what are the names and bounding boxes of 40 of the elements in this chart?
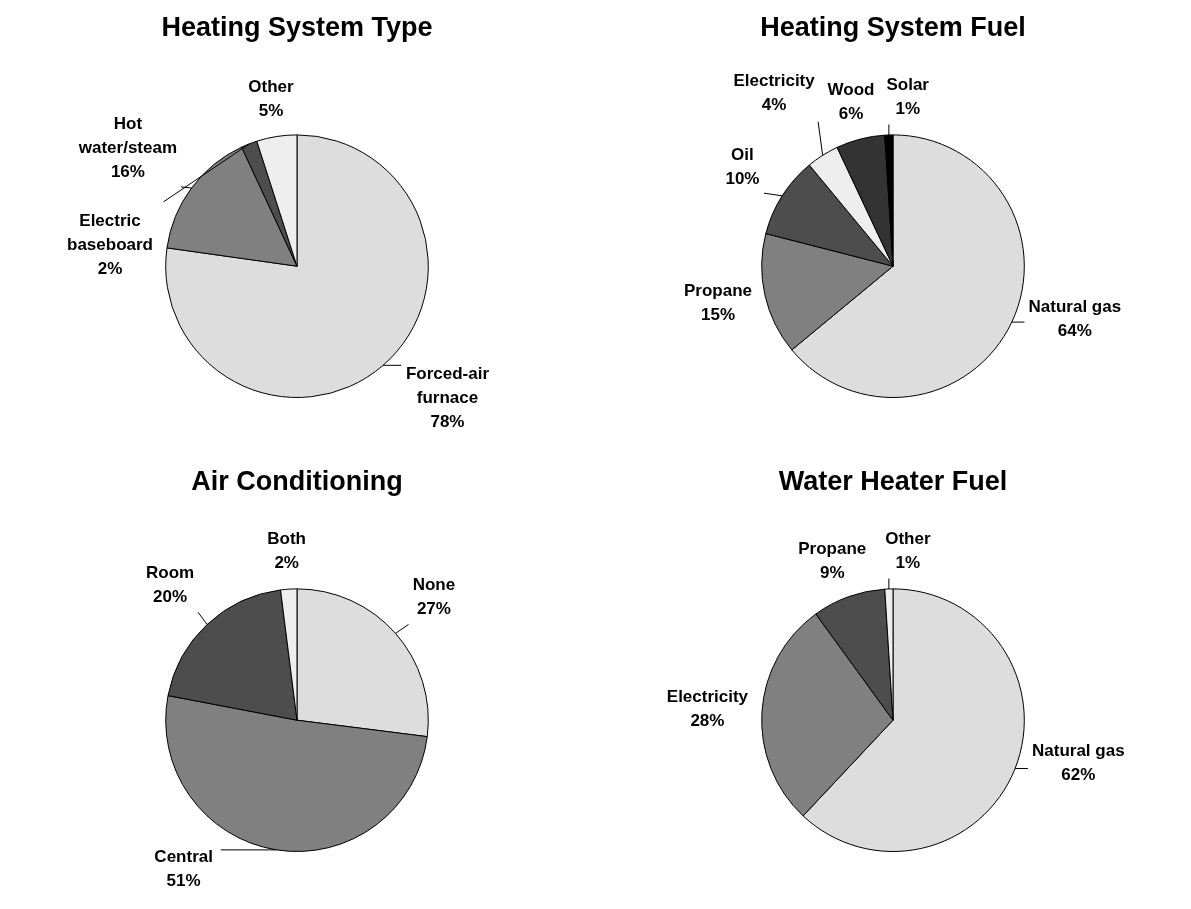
slice-label: Natural gas	[1032, 740, 1125, 760]
data-label: 9%	[819, 562, 845, 582]
data-label: 51%	[166, 870, 201, 890]
slice-label: Both	[267, 528, 307, 548]
data-label: 78%	[430, 412, 465, 432]
data-label: 2%	[274, 552, 299, 572]
data-label: 28%	[690, 711, 725, 731]
slice-label: Other	[885, 529, 931, 549]
data-label: 5%	[258, 100, 284, 120]
slice-label: Natural gas	[1028, 297, 1122, 317]
slice-label: Propane	[683, 280, 753, 300]
slice-label: Other	[248, 76, 295, 96]
data-label: 6%	[838, 103, 864, 123]
data-label: 2%	[97, 258, 123, 278]
data-label: 62%	[1061, 764, 1096, 784]
data-label: 15%	[700, 304, 736, 324]
slice-label: Solar	[886, 75, 930, 95]
data-label: 4%	[761, 94, 787, 114]
slice-label: Propane	[798, 538, 867, 558]
data-label: 64%	[1057, 321, 1092, 341]
slice-label: Oil	[731, 144, 754, 164]
slice-label: None	[412, 575, 456, 595]
slice-label: Room	[146, 562, 195, 582]
slice-label: Central	[154, 846, 213, 866]
slice-label: Wood	[827, 79, 875, 99]
data-label: 1%	[895, 99, 921, 119]
data-label: 20%	[153, 586, 188, 606]
slice-label: Electricity	[733, 70, 816, 90]
slice-label: Forced-air furnace	[405, 364, 490, 408]
data-label: 10%	[725, 168, 760, 188]
chart-title: Heating System Fuel	[760, 11, 1026, 42]
data-label: 16%	[110, 162, 145, 182]
slice-label: Electric baseboard	[67, 210, 154, 254]
chart-title: Heating System Type	[161, 11, 433, 42]
slice-label: Electricity	[666, 687, 749, 707]
chart-title: Air Conditioning	[191, 465, 403, 496]
data-label: 1%	[895, 553, 921, 573]
data-label: 27%	[416, 599, 451, 619]
slice-label: Hot water/steam	[77, 114, 178, 158]
chart-title: Water Heater Fuel	[778, 465, 1008, 496]
